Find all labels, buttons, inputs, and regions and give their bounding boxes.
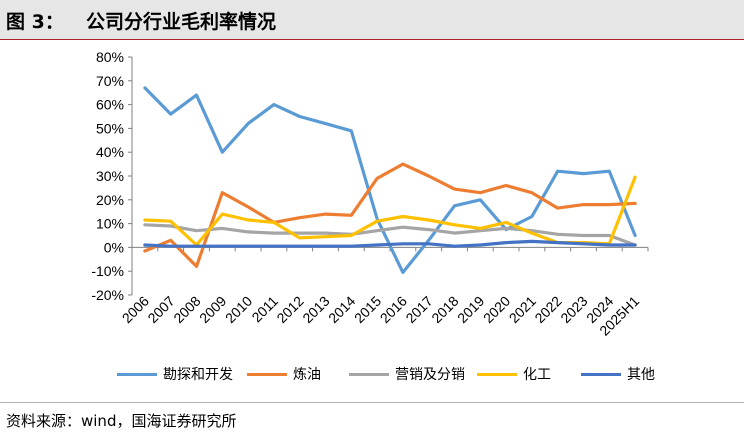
legend-swatch-refining [247, 372, 287, 376]
x-tick-label: 2016 [377, 293, 410, 326]
y-tick-label: 70% [96, 73, 124, 89]
legend-item-chemicals: 化工 [477, 364, 551, 384]
y-tick-label: 50% [96, 120, 124, 136]
legend-label-marketing: 营销及分销 [395, 367, 465, 383]
x-tick-label: 2020 [480, 293, 513, 326]
y-tick-label: 40% [96, 144, 124, 160]
x-axis-tick-labels: 2006200720082009201020112012201320142015… [119, 293, 643, 339]
footer-divider [0, 402, 744, 403]
y-axis-tick-labels: 80% 70% 60% 50% 40% 30% 20% 10% 0% -10% -20% [91, 49, 124, 303]
x-tick-label: 2015 [351, 293, 384, 326]
legend-item-other: 其他 [581, 364, 655, 384]
figure-header: 图 3： 公司分行业毛利率情况 [0, 0, 744, 40]
legend-label-other: 其他 [627, 367, 655, 383]
series-line-2 [143, 223, 637, 247]
legend-item-exploration: 勘探和开发 [117, 364, 233, 384]
series-lines [143, 86, 637, 274]
y-tick-label: 10% [96, 216, 124, 232]
figure-title: 公司分行业毛利率情况 [86, 11, 277, 33]
x-tick-label: 2014 [325, 293, 358, 326]
x-tick-label: 2012 [273, 293, 306, 326]
margin-line-chart: 80% 70% 60% 50% 40% 30% 20% 10% 0% -10% -20% 20062… [91, 49, 649, 339]
legend-label-chemicals: 化工 [523, 367, 551, 383]
x-tick-label: 2008 [170, 293, 203, 326]
x-tick-label: 2021 [506, 293, 539, 326]
y-tick-label: -10% [91, 263, 124, 279]
y-tick-label: 60% [96, 97, 124, 113]
legend-label-exploration: 勘探和开发 [163, 367, 233, 383]
x-tick-label: 2017 [402, 293, 435, 326]
legend-swatch-exploration [117, 372, 157, 376]
legend-label-refining: 炼油 [293, 367, 321, 383]
legend-swatch-other [581, 372, 621, 376]
x-tick-label: 2010 [222, 293, 255, 326]
legend-swatch-marketing [349, 372, 389, 376]
figure-label: 图 3： [6, 11, 64, 33]
legend-swatch-chemicals [477, 372, 517, 376]
y-tick-label: 0% [104, 239, 124, 255]
y-tick-label: 20% [96, 192, 124, 208]
x-tick-label: 2011 [248, 293, 281, 326]
x-tick-label: 2023 [557, 293, 590, 326]
x-tick-label: 2013 [299, 293, 332, 326]
y-tick-label: 30% [96, 168, 124, 184]
x-tick-label: 2007 [144, 293, 177, 326]
series-line-1 [143, 162, 637, 268]
legend-item-marketing: 营销及分销 [349, 364, 465, 384]
legend-item-refining: 炼油 [247, 364, 321, 384]
source-note: 资料来源：wind，国海证券研究所 [6, 412, 237, 430]
y-tick-label: -20% [91, 287, 124, 303]
x-tick-label: 2022 [531, 293, 564, 326]
series-line-4 [143, 239, 637, 248]
chart-axes [128, 56, 649, 296]
x-tick-label: 2019 [454, 293, 487, 326]
x-tick-label: 2009 [196, 293, 229, 326]
x-tick-label: 2018 [428, 293, 461, 326]
y-tick-label: 80% [96, 49, 124, 65]
